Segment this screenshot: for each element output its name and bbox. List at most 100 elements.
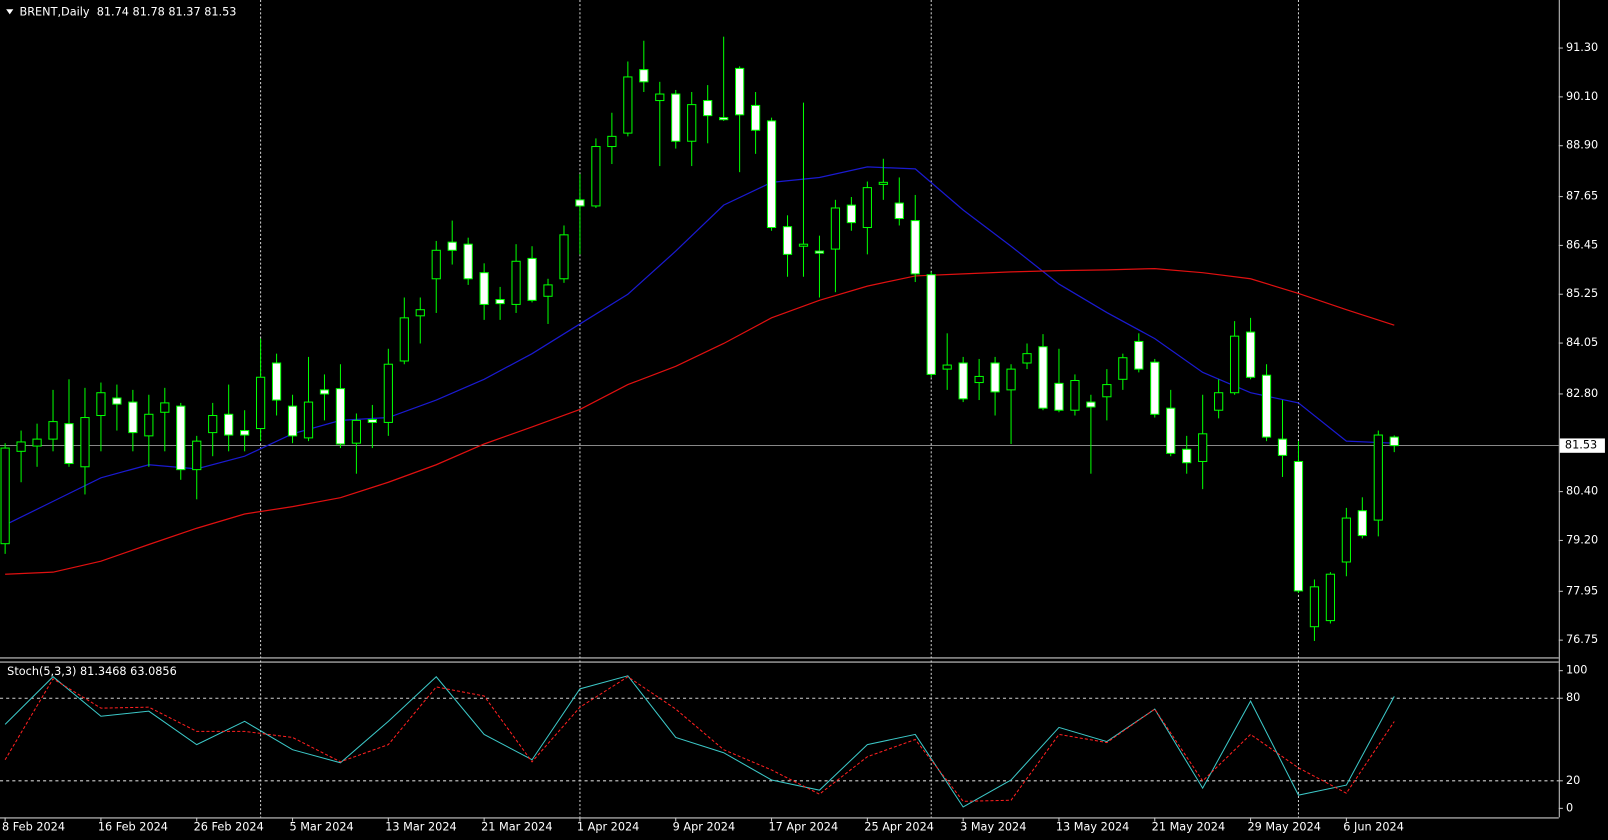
candle-body bbox=[942, 364, 952, 370]
x-tick-label: 13 Mar 2024 bbox=[385, 821, 456, 834]
candle-body bbox=[1309, 586, 1320, 628]
candle-body bbox=[271, 362, 282, 401]
candle-body bbox=[48, 421, 58, 440]
y-tick-label: 87.65 bbox=[1566, 190, 1598, 203]
candle-body bbox=[479, 272, 489, 305]
candle-body bbox=[160, 402, 170, 413]
y-tick-label: 82.80 bbox=[1566, 387, 1598, 400]
y-tick-label: 76.75 bbox=[1566, 633, 1598, 646]
moving-average bbox=[4, 166, 1395, 526]
candle-body bbox=[1245, 331, 1256, 378]
candle-body bbox=[543, 284, 553, 297]
candle-body bbox=[431, 249, 441, 280]
candle-body bbox=[750, 104, 761, 131]
candle-body bbox=[128, 401, 138, 434]
current-price-label: 81.53 bbox=[1565, 439, 1597, 452]
y-tick-label: 0 bbox=[1566, 801, 1573, 814]
candle-body bbox=[1214, 392, 1224, 411]
candle-body bbox=[575, 199, 585, 207]
candle-body bbox=[335, 388, 346, 445]
candle-body bbox=[735, 67, 745, 116]
candle-body bbox=[974, 375, 984, 384]
candle-body bbox=[1166, 407, 1176, 454]
candle-body bbox=[655, 93, 665, 102]
y-tick-label: 88.90 bbox=[1566, 139, 1598, 152]
candle-body bbox=[607, 135, 617, 148]
candle-body bbox=[1038, 346, 1048, 409]
y-tick-label: 90.10 bbox=[1566, 90, 1598, 103]
candle-body bbox=[176, 405, 186, 471]
candle-body bbox=[766, 120, 777, 229]
collapse-icon[interactable] bbox=[6, 9, 14, 15]
candle-body bbox=[383, 363, 393, 423]
current-price-box bbox=[1559, 438, 1605, 453]
candle-body bbox=[399, 317, 409, 362]
candle-body bbox=[862, 187, 872, 229]
candle-body bbox=[1150, 361, 1160, 415]
indicator-line bbox=[4, 675, 1395, 808]
candle-body bbox=[1389, 436, 1399, 447]
candle-body bbox=[319, 389, 330, 395]
candle-body bbox=[623, 76, 633, 134]
candle-body bbox=[192, 440, 202, 471]
x-tick-label: 5 Mar 2024 bbox=[289, 821, 353, 834]
candle-body bbox=[559, 234, 569, 280]
candle-body bbox=[527, 257, 537, 301]
candle-body bbox=[1293, 460, 1304, 592]
x-tick-label: 26 Feb 2024 bbox=[194, 821, 264, 834]
x-tick-label: 9 Apr 2024 bbox=[673, 821, 735, 834]
candle-body bbox=[255, 376, 266, 430]
candle-body bbox=[1054, 382, 1064, 411]
x-tick-label: 29 May 2024 bbox=[1247, 821, 1320, 834]
candle-body bbox=[990, 362, 1000, 393]
x-tick-label: 21 May 2024 bbox=[1152, 821, 1225, 834]
candle-body bbox=[1357, 510, 1367, 537]
y-tick-label: 20 bbox=[1566, 774, 1580, 787]
candle-body bbox=[591, 146, 601, 207]
candle-body bbox=[1086, 401, 1096, 408]
x-tick-label: 8 Feb 2024 bbox=[2, 821, 65, 834]
candle-body bbox=[112, 397, 122, 405]
candle-body bbox=[926, 274, 936, 375]
candle-body bbox=[1373, 434, 1383, 521]
y-tick-label: 86.45 bbox=[1566, 238, 1598, 251]
candle-body bbox=[687, 104, 697, 142]
candle-body bbox=[782, 226, 793, 255]
moving-average bbox=[5, 267, 1395, 575]
candle-body bbox=[878, 181, 888, 185]
y-tick-label: 80 bbox=[1566, 691, 1580, 704]
candle-body bbox=[1182, 448, 1192, 464]
candle-body bbox=[910, 220, 920, 275]
candle-body bbox=[447, 241, 457, 251]
candle-body bbox=[495, 299, 505, 305]
y-tick-label: 100 bbox=[1566, 664, 1588, 677]
y-tick-label: 91.30 bbox=[1566, 41, 1598, 54]
candle-body bbox=[1022, 353, 1032, 364]
candle-body bbox=[671, 93, 681, 142]
x-tick-label: 16 Feb 2024 bbox=[98, 821, 168, 834]
y-tick-label: 84.05 bbox=[1566, 336, 1598, 349]
candle-body bbox=[846, 204, 857, 224]
candle-body bbox=[64, 423, 74, 465]
y-tick-label: 80.40 bbox=[1566, 485, 1598, 498]
candle-body bbox=[1070, 379, 1080, 411]
candle-body bbox=[303, 401, 314, 439]
candle-body bbox=[0, 447, 10, 545]
candle-body bbox=[1325, 573, 1336, 622]
candle-body bbox=[1277, 438, 1288, 456]
x-tick-label: 21 Mar 2024 bbox=[481, 821, 552, 834]
y-tick-label: 79.20 bbox=[1566, 533, 1598, 546]
candle-body bbox=[16, 441, 26, 452]
candle-body bbox=[1261, 374, 1272, 438]
candle-body bbox=[511, 260, 521, 305]
candle-body bbox=[798, 243, 809, 247]
x-tick-label: 6 Jun 2024 bbox=[1343, 821, 1404, 834]
candle-body bbox=[894, 202, 904, 220]
candle-body bbox=[96, 392, 106, 417]
candle-body bbox=[1134, 340, 1144, 370]
candle-body bbox=[814, 250, 825, 254]
y-tick-label: 77.95 bbox=[1566, 584, 1598, 597]
x-tick-label: 3 May 2024 bbox=[960, 821, 1026, 834]
